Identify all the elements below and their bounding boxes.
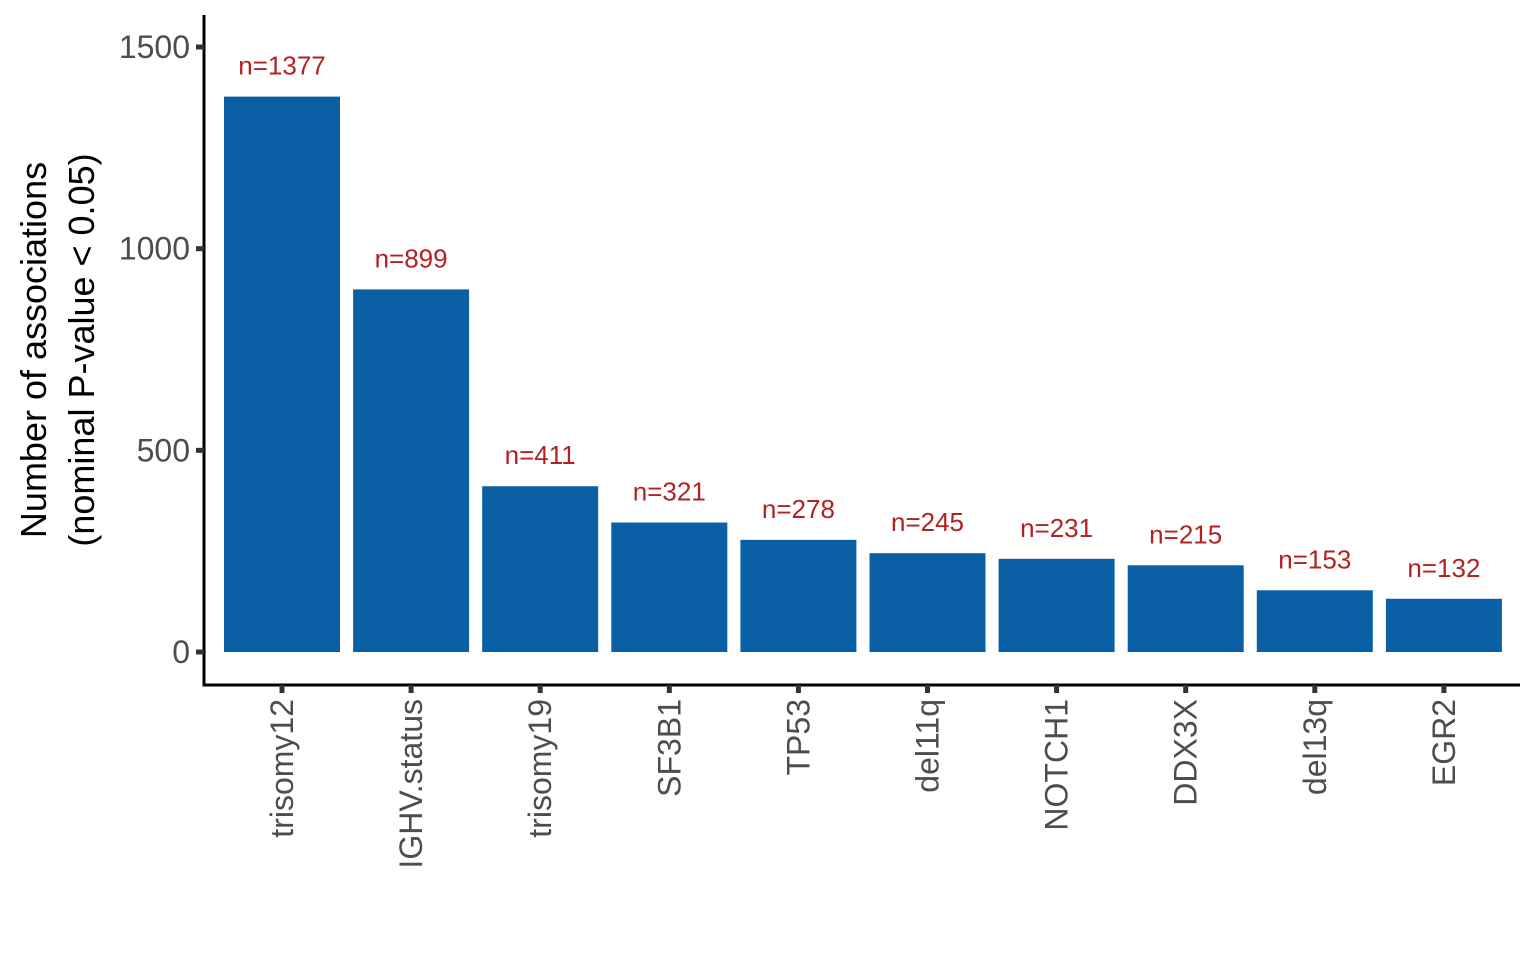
data-label-trisomy12: n=1377 [238, 51, 325, 81]
y-ticks-group: 0 500 1000 1500 [119, 29, 204, 670]
data-label-IGHV.status: n=899 [375, 243, 448, 273]
x-tick-label-DDX3X: DDX3X [1168, 699, 1204, 806]
x-tick-label-TP53: TP53 [780, 699, 816, 775]
data-label-SF3B1: n=321 [633, 477, 706, 507]
data-label-DDX3X: n=215 [1149, 519, 1222, 549]
x-tick-label-IGHV.status: IGHV.status [393, 699, 429, 869]
x-tick-label-trisomy12: trisomy12 [264, 699, 300, 838]
data-label-trisomy19: n=411 [505, 440, 576, 470]
bar-trisomy19 [482, 486, 599, 652]
data-label-EGR2: n=132 [1407, 553, 1480, 583]
y-axis-title: Number of associations (nominal P-value … [13, 153, 102, 546]
bars-group [224, 96, 1502, 653]
axes-group [202, 15, 1520, 687]
y-tick-label-1000: 1000 [119, 231, 190, 267]
bar-IGHV.status [353, 289, 470, 652]
data-label-TP53: n=278 [762, 494, 835, 524]
bar-del13q [1256, 590, 1373, 652]
bar-DDX3X [1127, 565, 1244, 652]
bar-del11q [869, 553, 986, 652]
bar-EGR2 [1385, 598, 1502, 652]
bar-SF3B1 [611, 522, 728, 652]
x-tick-label-del11q: del11q [910, 699, 946, 793]
data-label-NOTCH1: n=231 [1020, 513, 1093, 543]
y-tick-label-1500: 1500 [119, 29, 190, 65]
x-tick-label-NOTCH1: NOTCH1 [1039, 699, 1075, 831]
bar-trisomy12 [224, 96, 340, 653]
x-tick-label-trisomy19: trisomy19 [522, 699, 558, 838]
y-tick-label-500: 500 [137, 432, 190, 468]
data-label-del11q: n=245 [891, 507, 964, 537]
bar-TP53 [740, 539, 857, 652]
x-tick-label-del13q: del13q [1297, 699, 1333, 795]
x-tick-label-SF3B1: SF3B1 [651, 699, 687, 797]
y-tick-label-0: 0 [172, 634, 190, 670]
bar-NOTCH1 [998, 558, 1115, 652]
y-axis-title-line-1: Number of associations [13, 162, 54, 538]
x-tick-label-EGR2: EGR2 [1426, 699, 1462, 786]
y-axis-title-line-2: (nominal P-value < 0.05) [61, 153, 102, 546]
data-labels-group: n=1377 n=899 n=411 n=321 n=278 n=245 n=231 n=21… [238, 51, 1480, 583]
x-ticks-group: trisomy12 IGHV.status trisomy19 SF3B1 TP53 de… [264, 685, 1462, 869]
data-label-del13q: n=153 [1278, 544, 1351, 574]
